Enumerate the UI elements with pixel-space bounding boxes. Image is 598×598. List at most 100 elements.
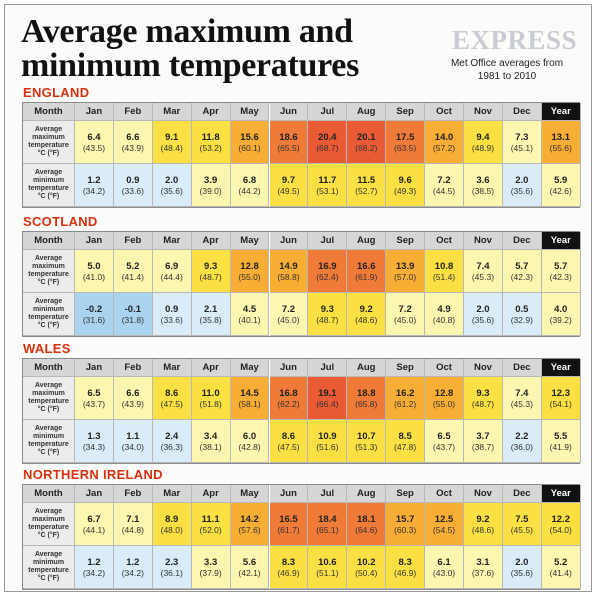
header-jun: Jun xyxy=(269,232,309,250)
header-year: Year xyxy=(541,232,581,250)
value-fahrenheit: (45.3) xyxy=(471,271,495,282)
value-fahrenheit: (47.5) xyxy=(160,398,183,409)
value-cell: 13.1 (55.6) xyxy=(541,121,581,164)
value-cell: 16.2 (61.2) xyxy=(386,377,426,420)
header-month: Month xyxy=(23,103,75,121)
header-jul: Jul xyxy=(308,103,348,121)
value-celsius: 6.7 xyxy=(87,513,101,525)
temperature-table: Month Jan Feb Mar Apr May Jun Jul Aug Sep Oct Nov De… xyxy=(22,231,581,337)
value-celsius: 0.5 xyxy=(515,303,529,315)
value-celsius: 2.0 xyxy=(515,556,529,568)
value-cell: 4.5 (40.1) xyxy=(230,293,270,336)
value-fahrenheit: (35.6) xyxy=(471,314,495,325)
value-cell: 9.7 (49.5) xyxy=(269,164,309,207)
value-celsius: 6.0 xyxy=(242,430,257,442)
value-fahrenheit: (42.8) xyxy=(238,441,261,452)
value-fahrenheit: (66.4) xyxy=(316,398,339,409)
value-celsius: 2.0 xyxy=(476,303,490,315)
region-title: ENGLAND xyxy=(23,85,90,100)
value-celsius: 7.2 xyxy=(437,174,451,186)
value-cell: 6.8 (44.2) xyxy=(230,164,270,207)
value-fahrenheit: (51.4) xyxy=(432,271,456,282)
value-cell: 1.2 (34.2) xyxy=(75,546,114,589)
value-celsius: 5.5 xyxy=(554,430,568,442)
value-fahrenheit: (45.5) xyxy=(510,524,533,535)
value-fahrenheit: (51.6) xyxy=(316,441,339,452)
value-fahrenheit: (44.1) xyxy=(82,524,106,535)
value-celsius: 7.4 xyxy=(515,387,529,399)
value-cell: 2.0 (35.6) xyxy=(464,293,503,336)
value-fahrenheit: (48.7) xyxy=(471,398,495,409)
row-label-line: temperature xyxy=(28,314,69,321)
value-fahrenheit: (68.2) xyxy=(355,142,378,153)
header-oct: Oct xyxy=(425,103,464,121)
value-celsius: 6.5 xyxy=(437,430,451,442)
value-fahrenheit: (49.3) xyxy=(394,185,417,196)
value-cell: 2.0 (35.6) xyxy=(502,546,542,589)
value-cell: 8.9 (48.0) xyxy=(152,503,192,546)
header-aug: Aug xyxy=(347,485,387,503)
value-celsius: 8.3 xyxy=(281,556,296,568)
value-celsius: 10.9 xyxy=(318,430,337,442)
value-cell: 16.8 (62.2) xyxy=(269,377,309,420)
value-cell: 8.5 (47.8) xyxy=(386,420,426,463)
value-celsius: 15.7 xyxy=(395,513,415,525)
header-mar: Mar xyxy=(152,485,192,503)
temperature-table: Month Jan Feb Mar Apr May Jun Jul Aug Sep Oct Nov De… xyxy=(22,102,581,208)
row-label-line: Average xyxy=(34,425,63,432)
value-fahrenheit: (48.0) xyxy=(160,524,183,535)
value-celsius: 14.5 xyxy=(240,387,259,399)
value-fahrenheit: (39.2) xyxy=(549,314,572,325)
header-month: Month xyxy=(23,485,75,503)
header-jun: Jun xyxy=(269,359,309,377)
value-cell: 6.6 (43.9) xyxy=(113,377,153,420)
value-cell: 11.8 (53.2) xyxy=(191,121,231,164)
value-fahrenheit: (60.1) xyxy=(238,142,261,153)
value-fahrenheit: (43.0) xyxy=(432,567,456,578)
value-cell: 6.1 (43.0) xyxy=(425,546,464,589)
value-fahrenheit: (43.7) xyxy=(82,398,106,409)
value-fahrenheit: (35.6) xyxy=(510,185,533,196)
value-celsius: 12.8 xyxy=(434,387,454,399)
value-fahrenheit: (36.0) xyxy=(510,441,533,452)
value-fahrenheit: (51.8) xyxy=(199,398,222,409)
row-label-line: Average xyxy=(34,551,63,558)
value-celsius: 4.0 xyxy=(554,303,568,315)
value-cell: 0.5 (32.9) xyxy=(502,293,542,336)
value-fahrenheit: (62.2) xyxy=(277,398,300,409)
value-fahrenheit: (44.2) xyxy=(238,185,261,196)
value-fahrenheit: (44.8) xyxy=(121,524,144,535)
value-celsius: 5.2 xyxy=(126,260,140,272)
row-label-max: Average maximum temperature °C (°F) xyxy=(23,250,75,293)
value-celsius: 9.7 xyxy=(281,174,296,186)
value-celsius: 18.6 xyxy=(279,131,298,143)
value-celsius: 13.1 xyxy=(551,131,570,143)
header-dec: Dec xyxy=(502,103,542,121)
value-cell: 9.6 (49.3) xyxy=(386,164,426,207)
row-label-line: °C (°F) xyxy=(37,279,60,286)
value-celsius: 6.4 xyxy=(87,131,101,143)
value-celsius: 8.3 xyxy=(398,556,412,568)
value-cell: 7.1 (44.8) xyxy=(113,503,153,546)
value-celsius: 6.9 xyxy=(165,260,179,272)
header-year: Year xyxy=(541,359,581,377)
value-celsius: 7.5 xyxy=(515,513,529,525)
page-title: Average maximum and minimum temperatures xyxy=(21,15,359,83)
value-cell: 9.3 (48.7) xyxy=(191,250,231,293)
value-cell: 6.5 (43.7) xyxy=(425,420,464,463)
row-label-line: °C (°F) xyxy=(37,449,60,456)
value-celsius: 6.1 xyxy=(437,556,451,568)
value-celsius: 18.1 xyxy=(356,513,376,525)
row-label-line: °C (°F) xyxy=(37,575,60,582)
value-cell: 18.6 (65.5) xyxy=(269,121,309,164)
value-celsius: 1.1 xyxy=(126,430,140,442)
value-fahrenheit: (42.1) xyxy=(238,567,261,578)
value-fahrenheit: (52.0) xyxy=(199,524,222,535)
header-month: Month xyxy=(23,359,75,377)
value-fahrenheit: (63.5) xyxy=(394,142,417,153)
value-cell: 4.9 (40.8) xyxy=(425,293,464,336)
value-cell: 20.4 (68.7) xyxy=(308,121,348,164)
value-fahrenheit: (37.6) xyxy=(471,567,495,578)
value-fahrenheit: (61.2) xyxy=(394,398,417,409)
value-fahrenheit: (43.9) xyxy=(121,142,144,153)
